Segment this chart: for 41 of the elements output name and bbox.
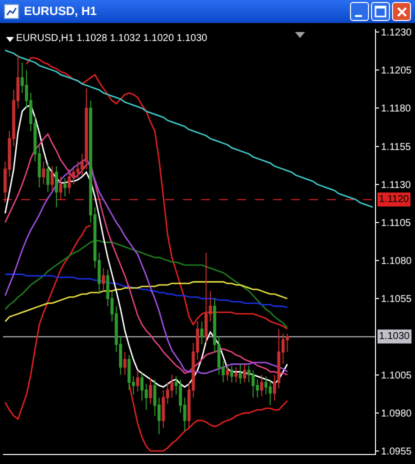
- candlestick: [226, 364, 230, 382]
- candlestick: [54, 166, 58, 208]
- candlestick: [230, 365, 234, 383]
- candlestick: [46, 162, 50, 192]
- y-tick-label: 1.0955: [381, 446, 412, 458]
- chart-subtitle: EURUSD,H1 1.1028 1.1032 1.1020 1.1030: [16, 33, 208, 44]
- y-tick-label: 1.1105: [381, 218, 412, 229]
- y-tick-label: 1.1130: [381, 180, 412, 191]
- ref-line-label: 1.1120: [379, 194, 410, 205]
- candlestick: [68, 168, 71, 194]
- candlestick: [59, 176, 62, 200]
- candlestick: [268, 380, 272, 406]
- candlestick: [238, 364, 242, 384]
- y-tick-label: 1.1180: [381, 104, 412, 115]
- line-series: [4, 281, 288, 322]
- candlestick: [136, 370, 140, 392]
- ref-line-label: 1.1030: [379, 331, 410, 342]
- candlestick: [42, 161, 46, 185]
- candlestick: [243, 364, 246, 383]
- line-series: [4, 240, 288, 328]
- candlestick: [234, 366, 238, 383]
- candlestick: [200, 320, 204, 345]
- candlestick: [50, 166, 54, 191]
- candlestick: [102, 268, 106, 292]
- y-tick-label: 1.1005: [381, 370, 412, 382]
- candlestick: [204, 252, 208, 344]
- candlestick: [252, 370, 255, 398]
- candlestick: [128, 354, 131, 391]
- candlestick: [148, 377, 152, 404]
- candlestick: [260, 374, 264, 397]
- y-tick-label: 1.1230: [381, 28, 412, 39]
- y-tick-label: 1.1080: [381, 256, 412, 268]
- candlestick: [123, 351, 126, 376]
- y-tick-label: 1.1155: [381, 142, 412, 153]
- y-tick-label: 1.0980: [381, 408, 412, 420]
- y-tick-label: 1.1205: [381, 66, 412, 77]
- candlestick: [63, 178, 67, 198]
- line-series: [4, 274, 288, 308]
- line-series: [4, 50, 374, 208]
- chart-title: EURUSD, H1: [24, 4, 97, 18]
- y-tick-label: 1.1055: [381, 294, 412, 306]
